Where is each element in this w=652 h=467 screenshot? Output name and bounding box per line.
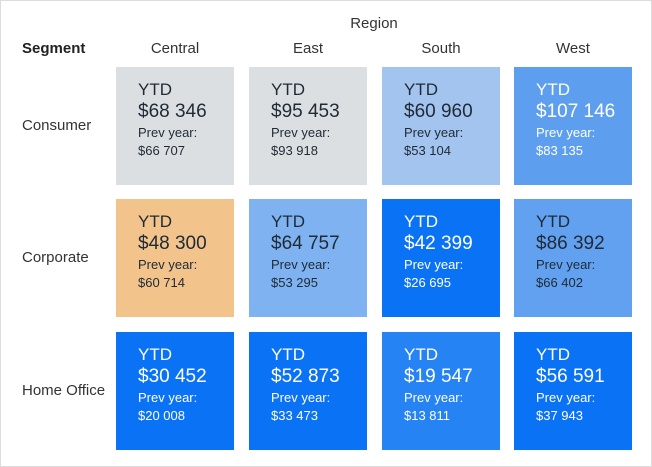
kpi-tile-consumer-south[interactable]: YTD $60 960 Prev year: $53 104 xyxy=(382,67,500,185)
ytd-label: YTD xyxy=(271,80,305,99)
ytd-value: $64 757 xyxy=(271,233,340,254)
ytd-label: YTD xyxy=(271,345,305,364)
prev-year-value: $26 695 xyxy=(404,275,451,290)
ytd-value: $56 591 xyxy=(536,366,605,387)
prev-year-label: Prev year: xyxy=(404,125,464,140)
ytd-value: $52 873 xyxy=(271,366,340,387)
prev-year-label: Prev year: xyxy=(536,257,596,272)
ytd-value: $68 346 xyxy=(138,101,207,122)
ytd-value: $48 300 xyxy=(138,233,207,254)
kpi-tile-corporate-central[interactable]: YTD $48 300 Prev year: $60 714 xyxy=(116,199,234,317)
row-label-consumer: Consumer xyxy=(22,117,92,134)
ytd-value: $95 453 xyxy=(271,101,340,122)
prev-year-value: $83 135 xyxy=(536,143,583,158)
row-label-corporate: Corporate xyxy=(22,249,89,266)
kpi-tile-corporate-south[interactable]: YTD $42 399 Prev year: $26 695 xyxy=(382,199,500,317)
prev-year-value: $66 402 xyxy=(536,275,583,290)
kpi-tile-home-office-south[interactable]: YTD $19 547 Prev year: $13 811 xyxy=(382,332,500,450)
ytd-label: YTD xyxy=(536,212,570,231)
prev-year-label: Prev year: xyxy=(271,257,331,272)
ytd-label: YTD xyxy=(271,212,305,231)
ytd-value: $42 399 xyxy=(404,233,473,254)
column-header-east: East xyxy=(292,40,324,57)
region-header-title: Region xyxy=(350,15,398,32)
prev-year-label: Prev year: xyxy=(404,257,464,272)
kpi-tile-consumer-central[interactable]: YTD $68 346 Prev year: $66 707 xyxy=(116,67,234,185)
row-label-home-office: Home Office xyxy=(22,382,106,399)
ytd-label: YTD xyxy=(536,80,570,99)
ytd-value: $19 547 xyxy=(404,366,473,387)
ytd-value: $107 146 xyxy=(536,101,616,122)
ytd-label: YTD xyxy=(138,212,172,231)
prev-year-value: $13 811 xyxy=(404,408,451,423)
kpi-tile-consumer-west[interactable]: YTD $107 146 Prev year: $83 135 xyxy=(514,67,632,185)
column-header-west: West xyxy=(556,40,590,57)
ytd-label: YTD xyxy=(404,212,438,231)
kpi-tile-corporate-east[interactable]: YTD $64 757 Prev year: $53 295 xyxy=(249,199,367,317)
ytd-value: $60 960 xyxy=(404,101,473,122)
prev-year-value: $33 473 xyxy=(271,408,318,423)
segment-header-title: Segment xyxy=(22,40,86,57)
ytd-value: $86 392 xyxy=(536,233,605,254)
kpi-tile-home-office-west[interactable]: YTD $56 591 Prev year: $37 943 xyxy=(514,332,632,450)
ytd-value: $30 452 xyxy=(138,366,207,387)
prev-year-label: Prev year: xyxy=(138,390,198,405)
kpi-tile-consumer-east[interactable]: YTD $95 453 Prev year: $93 918 xyxy=(249,67,367,185)
prev-year-value: $53 104 xyxy=(404,143,451,158)
prev-year-value: $53 295 xyxy=(271,275,318,290)
column-header-south: South xyxy=(421,40,461,57)
prev-year-label: Prev year: xyxy=(404,390,464,405)
prev-year-label: Prev year: xyxy=(138,257,198,272)
prev-year-value: $20 008 xyxy=(138,408,185,423)
prev-year-value: $66 707 xyxy=(138,143,185,158)
ytd-label: YTD xyxy=(404,80,438,99)
column-header-central: Central xyxy=(150,40,200,57)
ytd-label: YTD xyxy=(138,345,172,364)
prev-year-label: Prev year: xyxy=(271,125,331,140)
prev-year-value: $60 714 xyxy=(138,275,185,290)
prev-year-label: Prev year: xyxy=(536,125,596,140)
ytd-label: YTD xyxy=(536,345,570,364)
prev-year-value: $93 918 xyxy=(271,143,318,158)
kpi-tile-home-office-central[interactable]: YTD $30 452 Prev year: $20 008 xyxy=(116,332,234,450)
kpi-tile-corporate-west[interactable]: YTD $86 392 Prev year: $66 402 xyxy=(514,199,632,317)
kpi-tile-home-office-east[interactable]: YTD $52 873 Prev year: $33 473 xyxy=(249,332,367,450)
prev-year-label: Prev year: xyxy=(271,390,331,405)
ytd-label: YTD xyxy=(138,80,172,99)
prev-year-value: $37 943 xyxy=(536,408,583,423)
prev-year-label: Prev year: xyxy=(536,390,596,405)
prev-year-label: Prev year: xyxy=(138,125,198,140)
ytd-label: YTD xyxy=(404,345,438,364)
